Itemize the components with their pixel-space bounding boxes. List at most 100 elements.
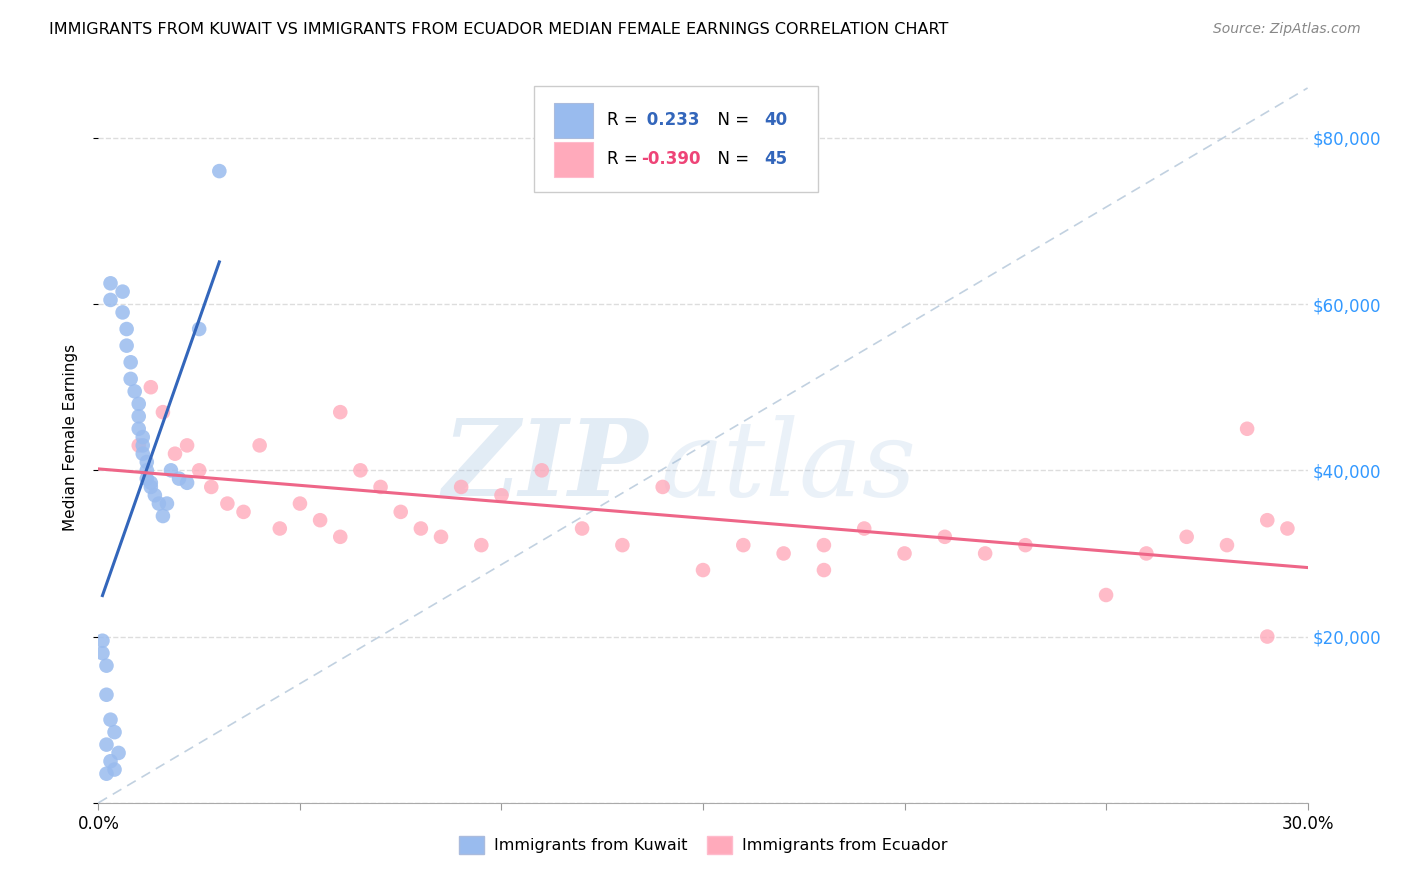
Point: [167, 472, 190, 486]
Text: atlas: atlas: [661, 415, 917, 518]
Point: [1256, 630, 1278, 644]
Point: [349, 463, 371, 477]
Point: [91, 633, 114, 648]
Point: [1236, 422, 1258, 436]
Point: [139, 380, 162, 394]
Point: [152, 509, 174, 524]
Point: [128, 438, 150, 452]
Point: [309, 513, 332, 527]
Text: ZIP: ZIP: [443, 415, 648, 518]
Y-axis label: Median Female Earnings: Median Female Earnings: [63, 343, 77, 531]
Point: [115, 338, 138, 352]
Point: [96, 688, 118, 702]
Point: [120, 355, 142, 369]
Point: [329, 405, 352, 419]
Point: [1135, 546, 1157, 560]
Point: [139, 480, 162, 494]
Point: [612, 538, 634, 552]
Point: [530, 463, 553, 477]
Point: [96, 738, 118, 752]
Point: [370, 480, 392, 494]
Point: [450, 480, 472, 494]
Point: [124, 384, 146, 399]
Point: [111, 305, 134, 319]
Point: [571, 521, 593, 535]
Point: [430, 530, 453, 544]
Point: [100, 754, 122, 768]
Point: [132, 438, 155, 452]
Point: [160, 463, 183, 477]
FancyBboxPatch shape: [554, 142, 593, 177]
Point: [651, 480, 673, 494]
Text: 0.233: 0.233: [641, 112, 700, 129]
Point: [188, 322, 211, 336]
Point: [1095, 588, 1118, 602]
Text: Source: ZipAtlas.com: Source: ZipAtlas.com: [1213, 22, 1361, 37]
Text: N =: N =: [707, 112, 754, 129]
Point: [813, 563, 835, 577]
Point: [1014, 538, 1036, 552]
Text: N =: N =: [707, 150, 754, 168]
Point: [96, 766, 118, 780]
Point: [152, 405, 174, 419]
Point: [1216, 538, 1239, 552]
Point: [148, 497, 170, 511]
Point: [288, 497, 311, 511]
Point: [96, 658, 118, 673]
Point: [103, 763, 125, 777]
FancyBboxPatch shape: [554, 103, 593, 138]
Point: [1256, 513, 1278, 527]
Point: [934, 530, 956, 544]
Point: [692, 563, 714, 577]
Point: [1175, 530, 1198, 544]
Point: [135, 455, 157, 469]
Point: [91, 646, 114, 660]
Text: R =: R =: [607, 150, 644, 168]
Point: [163, 447, 186, 461]
Point: [409, 521, 432, 535]
Point: [249, 438, 271, 452]
Point: [132, 447, 155, 461]
Point: [853, 521, 876, 535]
Point: [100, 277, 122, 291]
Text: 45: 45: [765, 150, 787, 168]
Point: [115, 322, 138, 336]
Point: [389, 505, 412, 519]
Point: [733, 538, 755, 552]
Point: [232, 505, 254, 519]
Point: [329, 530, 352, 544]
Point: [188, 463, 211, 477]
Point: [135, 472, 157, 486]
Point: [120, 372, 142, 386]
Point: [269, 521, 291, 535]
Text: 40: 40: [765, 112, 787, 129]
Point: [143, 488, 166, 502]
Point: [813, 538, 835, 552]
Text: -0.390: -0.390: [641, 150, 700, 168]
Point: [208, 164, 231, 178]
Point: [772, 546, 794, 560]
Legend: Immigrants from Kuwait, Immigrants from Ecuador: Immigrants from Kuwait, Immigrants from …: [453, 830, 953, 861]
Point: [103, 725, 125, 739]
Point: [176, 475, 198, 490]
Point: [974, 546, 997, 560]
Point: [139, 475, 162, 490]
Point: [217, 497, 239, 511]
Point: [491, 488, 513, 502]
Point: [135, 463, 157, 477]
Point: [128, 409, 150, 424]
Point: [107, 746, 129, 760]
Point: [893, 546, 915, 560]
Point: [1277, 521, 1299, 535]
Point: [200, 480, 222, 494]
FancyBboxPatch shape: [534, 86, 818, 192]
Point: [128, 422, 150, 436]
Point: [470, 538, 492, 552]
Point: [176, 438, 198, 452]
Text: IMMIGRANTS FROM KUWAIT VS IMMIGRANTS FROM ECUADOR MEDIAN FEMALE EARNINGS CORRELA: IMMIGRANTS FROM KUWAIT VS IMMIGRANTS FRO…: [49, 22, 949, 37]
Point: [100, 293, 122, 307]
Point: [100, 713, 122, 727]
Point: [156, 497, 179, 511]
Point: [111, 285, 134, 299]
Point: [128, 397, 150, 411]
